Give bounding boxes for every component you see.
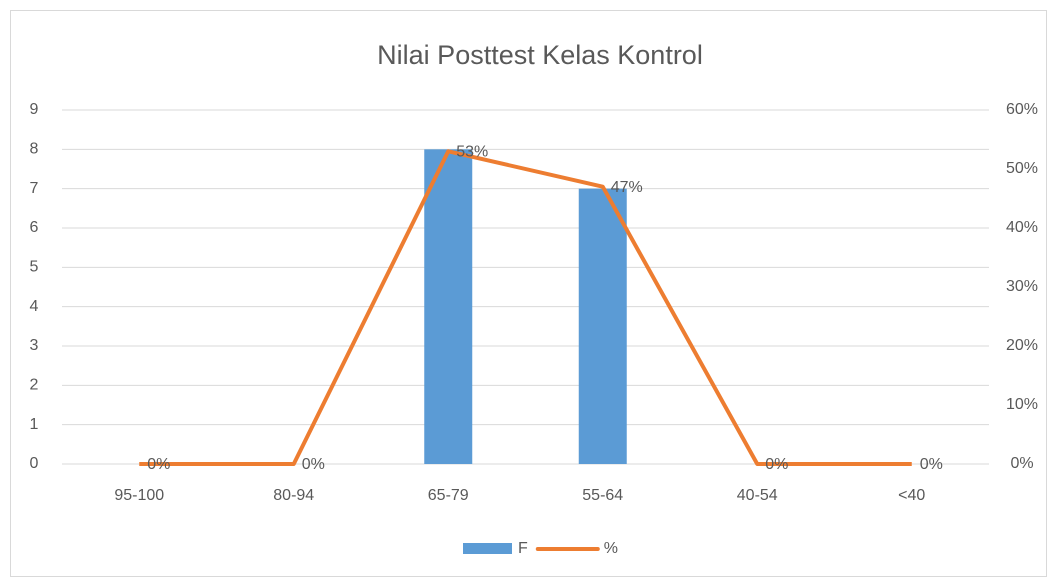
x-tick-label: <40 [898, 487, 925, 504]
y-tick-label: 4 [30, 298, 39, 315]
line [139, 149, 912, 466]
y-tick-label: 5 [30, 259, 39, 276]
data-label: 0% [765, 456, 788, 473]
legend-swatch [463, 543, 512, 554]
y2-tick-label: 0% [1010, 455, 1033, 472]
chart-title: Nilai Posttest Kelas Kontrol [377, 40, 703, 70]
x-tick-label: 80-94 [273, 487, 314, 504]
y-tick-label: 2 [30, 377, 39, 394]
y-tick-label: 9 [30, 101, 39, 118]
x-tick-label: 40-54 [737, 487, 778, 504]
y2-tick-label: 50% [1006, 160, 1038, 177]
chart-border [10, 10, 1047, 577]
x-tick-label: 95-100 [114, 487, 164, 504]
y-tick-label: 1 [30, 416, 39, 433]
legend-label: F [518, 540, 528, 557]
y-tick-label: 6 [30, 219, 39, 236]
legend-label: % [604, 540, 618, 557]
data-label: 53% [456, 144, 488, 161]
data-label: 0% [920, 456, 943, 473]
y2-tick-label: 30% [1006, 278, 1038, 295]
x-tick-label: 55-64 [582, 487, 623, 504]
y2-tick-label: 60% [1006, 101, 1038, 118]
y-tick-label: 7 [30, 180, 39, 197]
y-tick-label: 8 [30, 141, 39, 158]
data-label: 0% [302, 456, 325, 473]
data-label: 0% [147, 456, 170, 473]
y2-tick-label: 40% [1006, 219, 1038, 236]
y-tick-label: 0 [30, 455, 39, 472]
y-tick-label: 3 [30, 337, 39, 354]
bar [578, 188, 627, 464]
y2-tick-label: 10% [1006, 396, 1038, 413]
bar [424, 149, 473, 465]
y2-tick-label: 20% [1006, 337, 1038, 354]
data-label: 47% [611, 179, 643, 196]
x-tick-label: 65-79 [428, 487, 469, 504]
